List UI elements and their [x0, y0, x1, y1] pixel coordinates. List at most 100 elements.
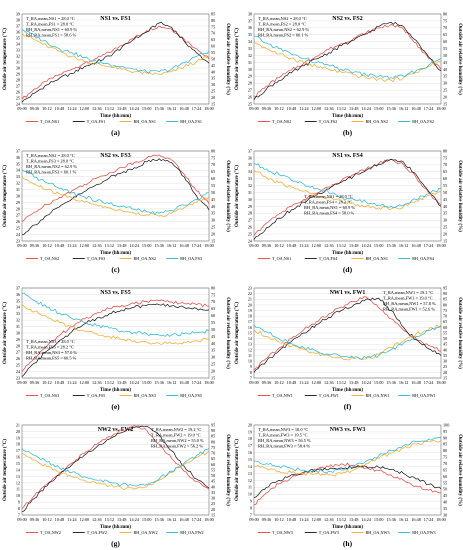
x-tick-label: 15:36 [386, 517, 396, 522]
y2-tick-label: 40 [211, 69, 215, 74]
mean-annotation: T_RA,mean,FS5 = 28.2 °C [26, 345, 74, 351]
y-tick-label: 31 [16, 187, 20, 192]
y-tick-label: 36 [16, 155, 20, 160]
mean-annotation: T_RA,mean,NW1 = 19.1 °C [383, 290, 433, 296]
y2-tick-label: 85 [211, 434, 215, 439]
x-tick-label: 16:48 [179, 243, 189, 248]
chart-title: NW3 vs. FW3 [330, 427, 366, 433]
x-tick-label: 13:48 [117, 106, 127, 111]
x-tick-label: 15:00 [142, 106, 152, 111]
y-tick-label: 34 [248, 169, 253, 174]
y-axis-label: Outside air temperature (°C) [235, 165, 240, 227]
y-tick-label: 7 [250, 375, 252, 380]
y2-tick-label: 45 [211, 197, 215, 202]
x-tick-label: 15:36 [386, 380, 396, 385]
y-tick-label: 25 [248, 101, 252, 106]
y-tick-label: 32 [16, 53, 20, 58]
y-tick-label: 34 [248, 39, 253, 44]
x-tick-label: 13:12 [336, 106, 346, 111]
mean-annotation: T_RA,mean,NS1 = 28.0 °C [304, 194, 353, 200]
x-axis-label: Time (hh:mm) [100, 525, 131, 530]
panel-caption: (g) [111, 539, 120, 548]
x-tick-label: 13:48 [117, 380, 127, 385]
y2-tick-label: 65 [211, 37, 215, 42]
chart-svg: 2324252627282930313233343536371520253035… [3, 285, 230, 411]
x-tick-label: 17:24 [424, 380, 434, 385]
x-tick-label: 16:12 [399, 106, 409, 111]
y2-tick-label: 75 [443, 155, 447, 160]
x-tick-label: 16:12 [399, 380, 409, 385]
y-tick-label: 26 [16, 219, 20, 224]
legend-label: RH_OA,FS3 [180, 256, 202, 262]
x-tick-label: 10:48 [55, 106, 65, 111]
panel-caption: (d) [343, 265, 353, 274]
x-tick-label: 18:00 [204, 517, 214, 522]
y-tick-label: 32 [248, 53, 252, 58]
x-tick-label: 12:00 [80, 106, 90, 111]
legend-label: T_OA,FS4 [319, 256, 338, 262]
y-tick-label: 30 [248, 197, 252, 202]
y-tick-label: 27 [248, 88, 252, 93]
y2-tick-label: 60 [443, 474, 447, 479]
y-tick-label: 25 [248, 231, 252, 236]
y-tick-label: 9 [250, 364, 252, 369]
y2-tick-label: 35 [443, 506, 447, 511]
y2-tick-label: 70 [443, 25, 447, 30]
x-tick-label: 12:36 [92, 517, 102, 522]
y2-tick-label: 25 [211, 362, 215, 367]
y-tick-label: 12 [248, 478, 252, 483]
legend-label: RH_OA,NS2 [134, 256, 156, 262]
x-tick-label: 16:12 [167, 106, 177, 111]
y2-tick-label: 45 [211, 479, 215, 484]
legend-label: RH_OA,NW3 [366, 530, 390, 536]
y2-tick-label: 55 [211, 183, 215, 188]
y-tick-label: 32 [16, 318, 20, 323]
y2-tick-label: 50 [211, 473, 215, 478]
x-tick-label: 13:48 [349, 380, 359, 385]
legend-label: RH_OA,NS1 [366, 256, 388, 262]
x-axis-label: Time (hh:mm) [332, 525, 363, 530]
y-tick-label: 26 [248, 94, 252, 99]
y2-tick-label: 50 [443, 53, 447, 58]
y2-tick-label: 100 [443, 422, 449, 427]
y-tick-label: 35 [248, 162, 252, 167]
y-tick-label: 24 [16, 369, 21, 374]
y2-tick-label: 85 [443, 297, 447, 302]
x-tick-label: 17:24 [192, 243, 202, 248]
y-tick-label: 19 [16, 435, 20, 440]
y-tick-label: 22 [248, 291, 252, 296]
series-line [253, 158, 442, 240]
y-tick-label: 33 [248, 176, 252, 181]
y-tick-label: 21 [248, 297, 252, 302]
x-tick-label: 12:00 [312, 380, 322, 385]
y2-tick-label: 35 [211, 211, 215, 216]
y2-tick-label: 30 [211, 496, 215, 501]
y2-tick-label: 35 [443, 353, 447, 358]
y-tick-label: 26 [248, 225, 252, 230]
x-tick-label: 18:00 [204, 243, 214, 248]
y2-tick-label: 80 [443, 448, 447, 453]
y-tick-label: 35 [248, 32, 252, 37]
mean-annotation: RH_RA,mean,FS1 = 58.6 % [26, 33, 77, 39]
y2-tick-label: 30 [443, 81, 447, 86]
y-tick-label: 35 [16, 298, 20, 303]
x-axis-label: Time (hh:mm) [100, 114, 131, 119]
mean-annotation: T_RA,mean,FS3 = 28.0 °C [26, 159, 74, 165]
x-tick-label: 10:48 [55, 243, 65, 248]
y-tick-label: 37 [248, 18, 252, 23]
y-tick-label: 31 [16, 59, 20, 64]
series-line [21, 292, 210, 337]
y2-tick-label: 75 [211, 24, 215, 29]
panel-caption: (h) [343, 539, 353, 548]
series-line [253, 158, 442, 236]
x-tick-label: 16:12 [399, 517, 409, 522]
y2-tick-label: 20 [443, 370, 447, 375]
mean-annotation: RH_RA,mean,FS2 = 60.1 % [258, 33, 309, 39]
x-tick-label: 13:12 [336, 517, 346, 522]
chart-title: NW2 vs. FW2 [98, 427, 134, 433]
y-tick-label: 12 [16, 480, 20, 485]
x-tick-label: 09:00 [17, 380, 27, 385]
y-tick-label: 25 [16, 226, 20, 231]
x-tick-label: 15:36 [386, 243, 396, 248]
y-tick-label: 17 [16, 448, 20, 453]
